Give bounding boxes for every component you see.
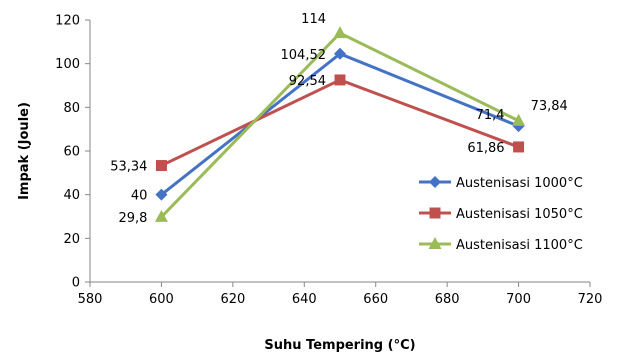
legend-label: Austenisasi 1000°C <box>456 176 583 191</box>
data-label: 104,52 <box>281 48 327 63</box>
y-tick-label: 100 <box>55 57 80 72</box>
data-point <box>154 209 168 222</box>
y-tick-label: 60 <box>63 145 80 160</box>
legend-marker <box>429 207 441 219</box>
legend-item: Austenisasi 1050°C <box>419 207 583 222</box>
x-tick-label: 620 <box>220 292 245 307</box>
data-labels: 40 104,52 71,4 53,34 92,54 61,86 29,8 114 73,84 <box>110 12 568 226</box>
y-tick-label: 40 <box>63 188 80 203</box>
data-point <box>155 160 167 172</box>
data-label: 92,54 <box>289 74 326 89</box>
y-axis-title: Impak (Joule) <box>17 102 32 200</box>
y-tick-label: 0 <box>72 276 80 291</box>
y-tick-label: 80 <box>63 101 80 116</box>
x-tick-label: 680 <box>435 292 460 307</box>
data-point <box>513 141 525 153</box>
legend-marker <box>429 176 441 188</box>
data-label: 40 <box>131 189 148 204</box>
data-label: 61,86 <box>467 141 504 156</box>
legend-label: Austenisasi 1100°C <box>456 238 583 253</box>
x-tick-label: 720 <box>578 292 603 307</box>
data-point <box>155 188 168 201</box>
x-tick-label: 600 <box>149 292 174 307</box>
x-tick-label: 700 <box>506 292 531 307</box>
data-point <box>333 26 347 39</box>
data-point <box>512 113 526 126</box>
x-tick-label: 580 <box>78 292 103 307</box>
x-axis-ticks: 580 600 620 640 660 680 700 720 <box>78 282 603 307</box>
x-axis-title: Suhu Tempering (°C) <box>264 338 415 353</box>
series-2 <box>155 74 525 172</box>
data-point <box>334 47 346 60</box>
series-layer <box>154 26 526 222</box>
x-tick-label: 640 <box>292 292 317 307</box>
data-label: 29,8 <box>118 211 147 226</box>
x-tick-label: 660 <box>363 292 388 307</box>
legend-label: Austenisasi 1050°C <box>456 207 583 222</box>
data-label: 71,4 <box>476 108 505 123</box>
legend-item: Austenisasi 1000°C <box>419 176 583 191</box>
legend-item: Austenisasi 1100°C <box>419 237 583 253</box>
data-label: 114 <box>301 12 326 27</box>
y-tick-label: 120 <box>55 14 80 29</box>
series-3 <box>154 26 526 222</box>
data-point <box>334 74 346 86</box>
data-label: 53,34 <box>110 160 147 175</box>
legend: Austenisasi 1000°C Austenisasi 1050°C Aust… <box>419 176 583 253</box>
data-label: 73,84 <box>531 99 568 114</box>
y-axis-ticks: 0 20 40 60 80 100 120 <box>55 14 90 291</box>
y-tick-label: 20 <box>63 232 80 247</box>
legend-marker <box>428 237 442 249</box>
